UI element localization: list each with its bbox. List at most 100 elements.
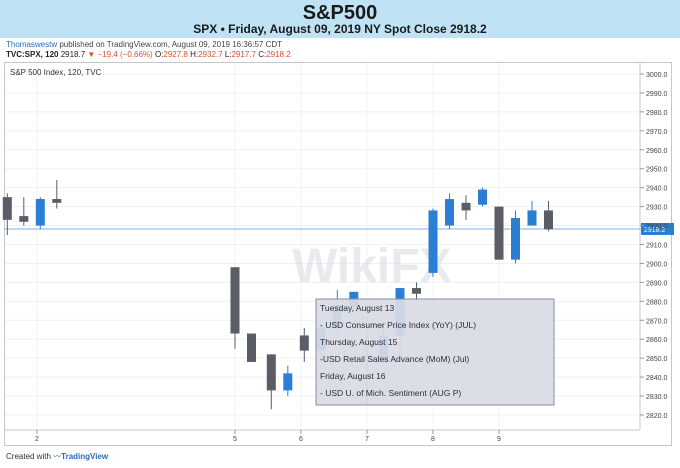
candle-body <box>511 217 520 260</box>
chart-series-title: S&P 500 Index, 120, TVC <box>10 68 102 77</box>
y-tick-label: 2930.0 <box>646 205 668 212</box>
last-price-tag <box>641 222 674 235</box>
watermark-text: WikiFX <box>292 240 452 293</box>
candle-body <box>544 210 553 230</box>
candle[interactable] <box>247 333 256 362</box>
open-label: O: <box>154 50 164 59</box>
footer: Created with 〰TradingView <box>6 451 108 462</box>
tradingview-logo-icon: 〰 <box>53 452 62 461</box>
candle-body <box>461 202 471 211</box>
candle-body <box>283 373 293 391</box>
events-line: - USD U. of Mich. Sentiment (AUG P) <box>320 388 461 398</box>
y-tick-label: 2850.0 <box>646 356 668 363</box>
candle[interactable] <box>230 267 240 349</box>
x-tick-label: 9 <box>497 436 501 443</box>
publish-text: published on TradingView.com, August 09,… <box>57 40 283 49</box>
close-value: 2918.2 <box>266 50 291 59</box>
candle-body <box>52 199 62 203</box>
candle-body <box>2 197 12 220</box>
candle[interactable] <box>2 193 12 236</box>
y-tick-label: 2880.0 <box>646 299 668 306</box>
candle[interactable] <box>412 282 421 302</box>
candle[interactable] <box>445 193 454 230</box>
candle[interactable] <box>52 180 62 209</box>
y-tick-label: 2960.0 <box>646 148 668 155</box>
open-value: 2927.8 <box>163 50 188 59</box>
candle-body <box>19 216 29 222</box>
publish-info: Thomaswestw published on TradingView.com… <box>6 40 282 49</box>
events-line: -USD Retail Sales Advance (MoM) (Jul) <box>320 354 469 364</box>
candle-body <box>478 189 487 205</box>
y-tick-label: 2860.0 <box>646 337 668 344</box>
candle[interactable] <box>283 365 293 397</box>
candle[interactable] <box>266 354 276 410</box>
x-tick-label: 2 <box>35 436 39 443</box>
candle-body <box>266 354 276 391</box>
y-tick-label: 2840.0 <box>646 375 668 382</box>
low-value: 2917.7 <box>231 50 256 59</box>
high-label: H: <box>190 50 199 59</box>
candle-body <box>247 333 256 362</box>
y-tick-label: 2890.0 <box>646 280 668 287</box>
events-line: Thursday, August 15 <box>320 337 398 347</box>
y-tick-label: 2910.0 <box>646 243 668 250</box>
candle-body <box>428 210 438 273</box>
events-box-bg <box>315 298 555 406</box>
events-line: Friday, August 16 <box>320 371 386 381</box>
chart-subtitle: SPX • Friday, August 09, 2019 NY Spot Cl… <box>193 22 487 36</box>
candle-body <box>230 267 240 334</box>
title-banner <box>0 0 680 38</box>
events-annotation-box: Tuesday, August 13 - USD Consumer Price I… <box>315 298 555 406</box>
symbol-label: TVC:SPX, 120 <box>6 50 59 59</box>
candle-body <box>527 210 537 226</box>
close-label: C: <box>258 50 267 59</box>
candle[interactable] <box>494 206 504 260</box>
last-price-tag-label: 2918.2 <box>644 227 666 234</box>
y-tick-label: 2830.0 <box>646 394 668 401</box>
low-label: L: <box>224 50 232 59</box>
last-price: 2918.7 <box>60 50 86 59</box>
y-tick-label: 2980.0 <box>646 110 668 117</box>
down-arrow-icon: ▼ <box>87 50 96 59</box>
candle-body <box>299 335 309 351</box>
tradingview-brand[interactable]: TradingView <box>61 452 109 461</box>
x-axis: 25678912131415 <box>5 429 640 443</box>
y-tick-label: 2990.0 <box>646 91 668 98</box>
candle[interactable] <box>544 200 553 232</box>
price-change: −19.4 (−0.66%) <box>97 50 153 59</box>
y-axis: 3000.0 2990.0 2980.0 2970.0 2960.0 2950.0 2940… <box>639 63 668 430</box>
events-line: - USD Consumer Price Index (YoY) (JUL) <box>320 320 476 330</box>
y-tick-label: 2940.0 <box>646 186 668 193</box>
y-tick-label: 2870.0 <box>646 318 668 325</box>
y-tick-label: 3000.0 <box>646 72 668 79</box>
candle[interactable] <box>19 197 29 226</box>
candle[interactable] <box>511 210 520 264</box>
x-tick-label: 7 <box>365 436 369 443</box>
y-tick-label: 2970.0 <box>646 129 668 136</box>
candle[interactable] <box>461 195 471 220</box>
x-tick-label: 5 <box>233 436 237 443</box>
candle-body <box>494 206 504 260</box>
candle[interactable] <box>478 187 487 207</box>
y-tick-label: 2900.0 <box>646 261 668 268</box>
y-tick-label: 2820.0 <box>646 413 668 420</box>
candle[interactable] <box>35 197 45 230</box>
candle-body <box>412 288 421 294</box>
candle[interactable] <box>299 327 309 362</box>
candle-body <box>35 199 45 226</box>
last-price-line: 2918.2 <box>5 222 674 235</box>
candle-body <box>445 199 454 226</box>
events-line: Tuesday, August 13 <box>320 303 394 313</box>
y-tick-label: 2920.0 <box>646 224 668 231</box>
y-tick-label: 2950.0 <box>646 167 668 174</box>
ohlc-bar: TVC:SPX, 120 2918.7 ▼ −19.4 (−0.66%) O:2… <box>6 50 291 59</box>
x-tick-label: 8 <box>431 436 435 443</box>
chart-title: S&P500 <box>302 2 378 24</box>
created-with-text: Created with <box>6 452 51 461</box>
author-link[interactable]: Thomaswestw <box>6 40 58 49</box>
candle[interactable] <box>527 200 537 226</box>
chart-frame <box>4 62 672 446</box>
candle[interactable] <box>428 208 438 277</box>
x-tick-label: 6 <box>299 436 303 443</box>
